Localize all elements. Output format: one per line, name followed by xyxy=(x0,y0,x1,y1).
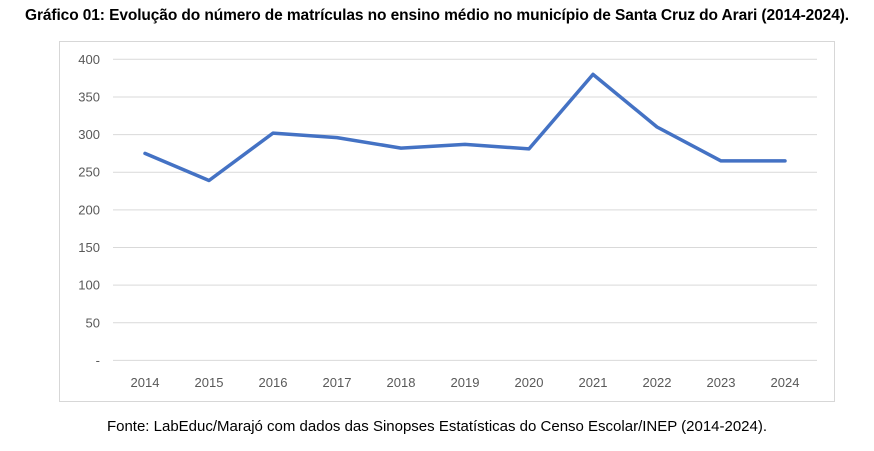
x-tick-label: 2023 xyxy=(707,375,736,390)
y-tick-label: 400 xyxy=(78,52,100,67)
x-tick-label: 2016 xyxy=(259,375,288,390)
y-tick-label: - xyxy=(96,353,100,368)
x-tick-label: 2019 xyxy=(451,375,480,390)
y-tick-label: 100 xyxy=(78,278,100,293)
y-tick-label: 200 xyxy=(78,202,100,217)
source-caption: Fonte: LabEduc/Marajó com dados das Sino… xyxy=(106,418,768,435)
x-tick-label: 2018 xyxy=(387,375,416,390)
x-tick-label: 2022 xyxy=(643,375,672,390)
data-series-line xyxy=(143,72,787,183)
chart-title: Gráfico 01: Evolução do número de matríc… xyxy=(25,7,849,24)
x-tick-label: 2021 xyxy=(579,375,608,390)
x-tick-label: 2014 xyxy=(131,375,160,390)
line-chart: 400 350 300 250 200 150 100 50 - 2014 2015 2016 2017… xyxy=(78,52,817,390)
y-tick-label: 300 xyxy=(78,127,100,142)
x-tick-label: 2020 xyxy=(515,375,544,390)
y-tick-label: 50 xyxy=(86,315,100,330)
x-tick-label: 2017 xyxy=(323,375,352,390)
x-tick-label: 2015 xyxy=(195,375,224,390)
y-tick-label: 150 xyxy=(78,240,100,255)
chart-frame: 400 350 300 250 200 150 100 50 - 2014 2015 2016 2017… xyxy=(59,41,835,402)
y-tick-label: 250 xyxy=(78,165,100,180)
y-tick-label: 350 xyxy=(78,89,100,104)
x-tick-label: 2024 xyxy=(771,375,800,390)
